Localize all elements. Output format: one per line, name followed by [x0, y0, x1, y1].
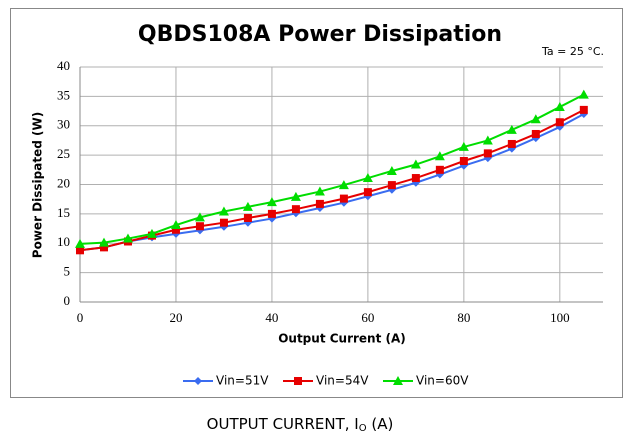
marker	[266, 197, 277, 207]
legend-marker	[194, 377, 202, 385]
y-tick-label: 20	[57, 175, 70, 190]
y-tick-label: 0	[64, 293, 71, 308]
marker	[75, 238, 85, 248]
marker	[507, 139, 516, 148]
marker	[363, 188, 372, 197]
marker	[291, 205, 300, 214]
marker	[434, 151, 445, 161]
marker	[410, 159, 421, 169]
marker	[315, 199, 324, 208]
x-axis-label: Output Current (A)	[278, 332, 406, 346]
caption-subscript: O	[359, 423, 367, 434]
y-tick-label: 10	[57, 234, 70, 249]
marker	[195, 222, 204, 231]
marker	[290, 191, 301, 201]
marker	[555, 118, 564, 127]
marker	[411, 174, 420, 183]
marker	[267, 209, 276, 218]
x-tick-label: 20	[169, 310, 182, 325]
marker	[170, 220, 181, 230]
annotation: Ta = 25 °C.	[541, 45, 604, 58]
y-tick-label: 5	[64, 264, 71, 279]
y-tick-label: 30	[57, 117, 70, 132]
marker	[387, 181, 396, 190]
series-line	[79, 108, 585, 252]
marker	[338, 180, 349, 190]
marker	[482, 135, 493, 145]
marker	[579, 105, 588, 114]
marker	[459, 157, 468, 165]
marker	[386, 165, 397, 175]
marker	[339, 194, 348, 203]
caption: OUTPUT CURRENT, IO (A)	[207, 415, 394, 435]
marker	[218, 206, 229, 216]
legend-label: Vin=51V	[216, 374, 269, 388]
marker	[99, 243, 108, 252]
marker	[171, 225, 180, 234]
marker	[219, 218, 228, 227]
y-axis-label: Power Dissipated (W)	[31, 112, 45, 258]
x-tick-label: 60	[361, 310, 374, 325]
marker	[530, 114, 541, 124]
marker	[458, 141, 469, 151]
marker	[194, 212, 205, 222]
legend-marker	[393, 376, 403, 385]
series-line	[79, 113, 585, 252]
marker	[435, 165, 444, 174]
marker	[122, 233, 133, 243]
series-line	[79, 93, 585, 245]
chart-title: QBDS108A Power Dissipation	[138, 22, 502, 47]
x-tick-label: 100	[550, 310, 570, 325]
marker	[242, 201, 253, 211]
y-tick-label: 35	[57, 87, 70, 102]
x-tick-label: 0	[77, 310, 84, 325]
marker	[76, 246, 84, 255]
marker	[483, 149, 492, 158]
marker	[314, 186, 325, 196]
y-tick-label: 25	[57, 146, 70, 161]
x-tick-label: 40	[265, 310, 278, 325]
marker	[531, 129, 540, 138]
y-tick-label: 40	[57, 58, 70, 73]
marker	[554, 101, 565, 111]
marker	[362, 173, 373, 183]
legend-marker	[294, 377, 302, 385]
marker	[578, 89, 589, 99]
y-tick-label: 15	[57, 205, 70, 220]
x-tick-label: 80	[457, 310, 470, 325]
caption-text: OUTPUT CURRENT, I	[207, 415, 359, 433]
caption-suffix: (A)	[367, 415, 394, 433]
marker	[146, 228, 157, 238]
marker	[506, 124, 517, 134]
marker	[98, 237, 109, 247]
legend-label: Vin=54V	[316, 374, 369, 388]
legend-label: Vin=60V	[416, 374, 469, 388]
marker	[243, 213, 252, 222]
